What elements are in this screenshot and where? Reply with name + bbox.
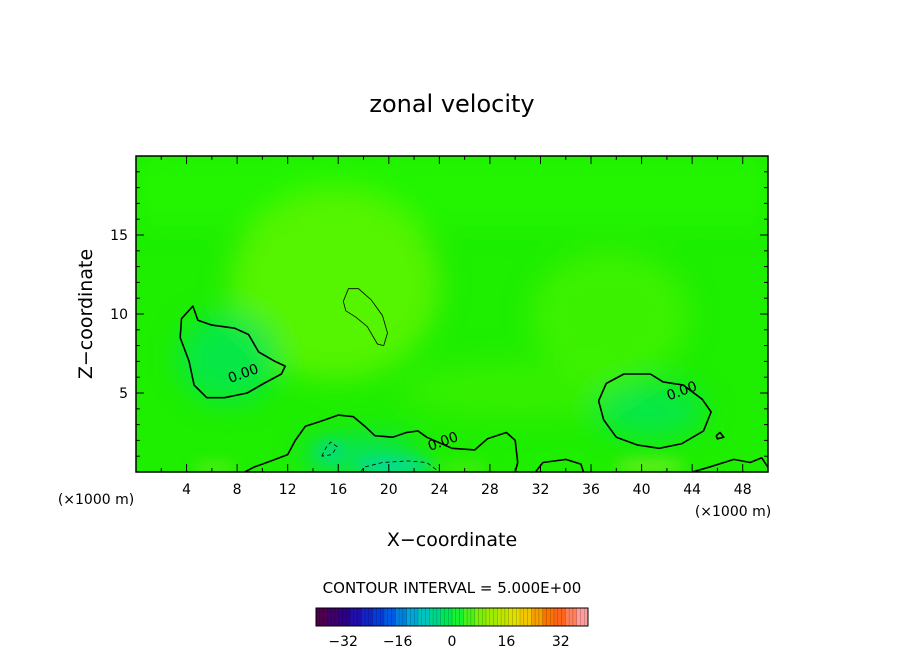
negative-contour-0 [321, 441, 338, 457]
positive-pocket-right [615, 459, 685, 472]
colorbar-segment [463, 608, 475, 626]
zero-contour-2 [244, 414, 519, 472]
x-tick-label: 48 [734, 482, 752, 498]
y-axis-label: Z−coordinate [75, 249, 97, 379]
contour-interval: CONTOUR INTERVAL = 5.000E+00 [323, 579, 582, 597]
x-unit-right: (×1000 m) [695, 504, 771, 520]
colorbar-tick-label: 0 [448, 634, 457, 650]
zero-contour-1 [597, 373, 712, 450]
colorbar-tick-label: 16 [497, 634, 515, 650]
colorbar-segment [350, 608, 362, 626]
x-tick-label: 36 [582, 482, 600, 498]
field-detail [193, 442, 685, 472]
x-tick-label: 44 [683, 482, 701, 498]
positive-contour-0 [342, 288, 388, 347]
colorbar: −32 −16 0 16 32 [315, 607, 589, 650]
zero-contour-4 [691, 457, 768, 472]
contour-lines [179, 288, 768, 472]
x-tick-label: 4 [182, 482, 191, 498]
colorbar-tick-label: 32 [552, 634, 570, 650]
negative-region-right [595, 382, 705, 438]
zero-contour-0 [179, 305, 286, 399]
x-unit-left: (×1000 m) [58, 492, 134, 508]
negative-pocket [316, 442, 344, 462]
colorbar-segment [576, 608, 589, 626]
colorbar-tick-label: −32 [328, 634, 358, 650]
negative-contour-1 [360, 460, 440, 472]
x-tick-label: 40 [633, 482, 651, 498]
colorbar-segment [372, 608, 385, 626]
colorbar-segment [338, 608, 351, 626]
colorbar-segment [361, 608, 373, 626]
colorbar-segment [531, 608, 543, 626]
colorbar-segment [429, 608, 441, 626]
x-tick-label: 20 [380, 482, 398, 498]
colorbar-frame [315, 607, 589, 627]
chart-title: zonal velocity [369, 90, 534, 118]
colorbar-segment [406, 608, 419, 626]
y-tick-label: 10 [110, 307, 128, 323]
x-tick-label: 24 [430, 482, 448, 498]
x-tick-label: 8 [233, 482, 242, 498]
upper-band [136, 156, 768, 226]
colorbar-segment [565, 608, 577, 626]
positive-pocket-mid [440, 463, 490, 472]
field-shading [136, 156, 768, 472]
colorbar-segment [497, 608, 509, 626]
colorbar-segment [542, 608, 555, 626]
negative-region-left [178, 313, 278, 403]
x-tick-label: 12 [279, 482, 297, 498]
colorbar-segment [384, 608, 396, 626]
x-axis-label: X−coordinate [387, 529, 517, 551]
positive-lobe-low [400, 360, 640, 420]
colorbar-segment [508, 608, 521, 626]
colorbar-segment [316, 608, 328, 626]
zero-contour-5 [715, 431, 725, 440]
colorbar-tick-label: −16 [383, 634, 413, 650]
x-tick-label: 32 [532, 482, 550, 498]
y-tick-label: 5 [119, 386, 128, 402]
colorbar-segment [418, 608, 430, 626]
colorbar-segment [474, 608, 487, 626]
x-tick-label: 16 [329, 482, 347, 498]
velocity-field [136, 156, 768, 472]
colorbar-segment [440, 608, 453, 626]
colorbar-segment [554, 608, 566, 626]
colorbar-segment [327, 608, 339, 626]
positive-pocket-left [193, 463, 237, 472]
y-tick-label: 15 [110, 228, 128, 244]
colorbar-segment [395, 608, 407, 626]
x-tick-label: 28 [481, 482, 499, 498]
colorbar-segment [520, 608, 532, 626]
positive-lobe-right [530, 250, 690, 380]
colorbar-segment [486, 608, 498, 626]
colorbar-segment [452, 608, 464, 626]
